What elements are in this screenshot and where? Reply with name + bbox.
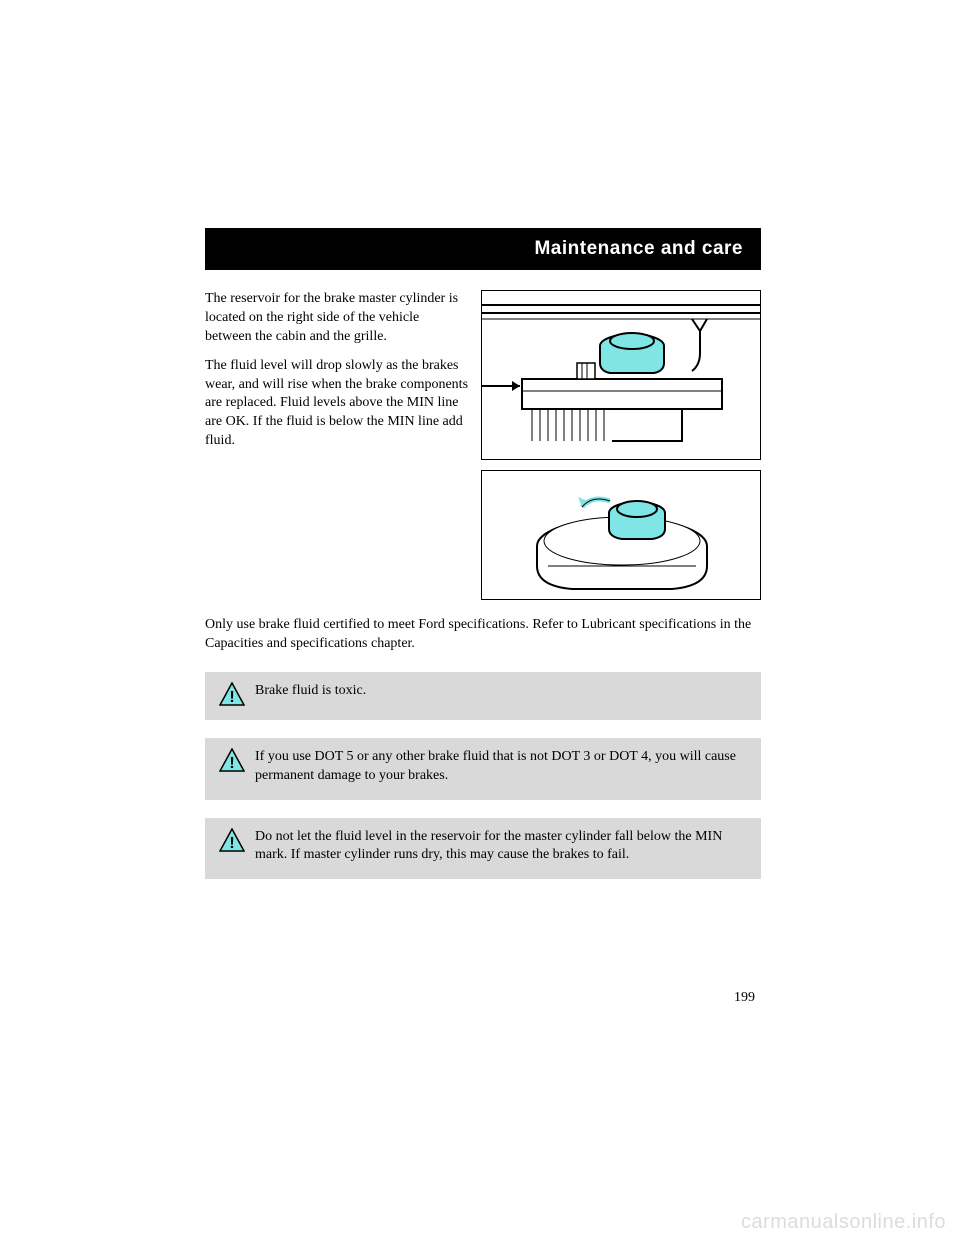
warning-text: Brake fluid is toxic. — [255, 682, 747, 701]
figure-column — [481, 290, 761, 610]
warning-box: ! If you use DOT 5 or any other brake fl… — [205, 738, 761, 800]
warning-text: Do not let the fluid level in the reserv… — [255, 828, 747, 866]
figure-engine-bay — [481, 290, 761, 460]
figure-row: The reservoir for the brake master cylin… — [205, 290, 761, 610]
body: The reservoir for the brake master cylin… — [205, 290, 761, 879]
warning-text: If you use DOT 5 or any other brake flui… — [255, 748, 747, 786]
section-title: Maintenance and care — [534, 238, 743, 260]
paragraph: The fluid level will drop slowly as the … — [205, 357, 469, 451]
paragraph: Only use brake fluid certified to meet F… — [205, 616, 761, 654]
warning-icon: ! — [219, 682, 245, 706]
warning-box: ! Do not let the fluid level in the rese… — [205, 818, 761, 880]
page: Maintenance and care The reservoir for t… — [0, 0, 960, 1242]
left-column-text: The reservoir for the brake master cylin… — [205, 290, 469, 610]
warning-icon: ! — [219, 828, 245, 852]
svg-text:!: ! — [229, 755, 234, 772]
figure-reservoir-cap — [481, 470, 761, 600]
section-header: Maintenance and care — [205, 228, 761, 270]
page-number: 199 — [734, 990, 755, 1006]
paragraph: The reservoir for the brake master cylin… — [205, 290, 469, 347]
warning-box: ! Brake fluid is toxic. — [205, 672, 761, 720]
svg-text:!: ! — [229, 835, 234, 852]
svg-text:!: ! — [229, 689, 234, 706]
watermark: carmanualsonline.info — [741, 1211, 946, 1234]
warning-icon: ! — [219, 748, 245, 772]
